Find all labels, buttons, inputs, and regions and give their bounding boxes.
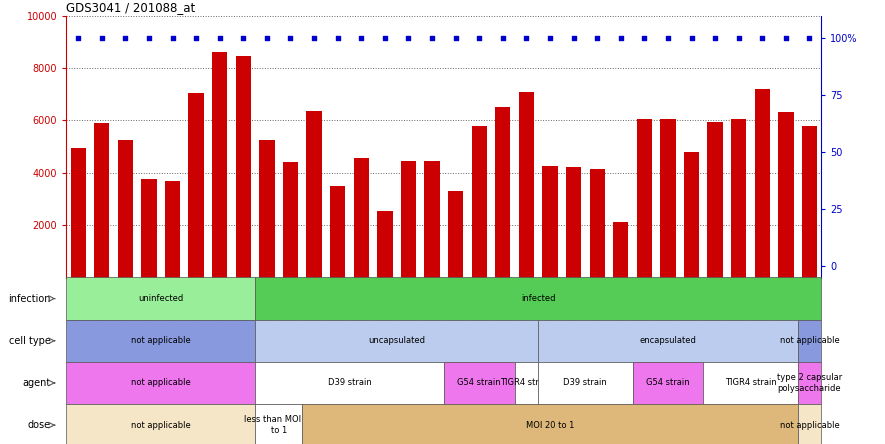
Bar: [283, 162, 298, 278]
Bar: [377, 211, 393, 278]
Point: [803, 35, 817, 42]
Text: type 2 capsular
polysaccharide: type 2 capsular polysaccharide: [777, 373, 843, 392]
Bar: [71, 148, 86, 278]
Text: not applicable: not applicable: [780, 420, 839, 430]
Bar: [354, 159, 369, 278]
Bar: [425, 161, 440, 278]
Point: [708, 35, 722, 42]
Point: [189, 35, 204, 42]
Point: [119, 35, 133, 42]
Text: cell type: cell type: [9, 336, 50, 346]
Point: [354, 35, 368, 42]
Point: [378, 35, 392, 42]
Text: uninfected: uninfected: [138, 294, 183, 303]
Bar: [755, 89, 770, 278]
Bar: [401, 161, 416, 278]
Text: GDS3041 / 201088_at: GDS3041 / 201088_at: [66, 1, 196, 14]
Point: [165, 35, 180, 42]
Bar: [543, 166, 558, 278]
Text: agent: agent: [22, 378, 50, 388]
Bar: [212, 52, 227, 278]
Bar: [636, 119, 652, 278]
Point: [71, 35, 85, 42]
Point: [307, 35, 321, 42]
Point: [236, 35, 250, 42]
Text: less than MOI 20
to 1: less than MOI 20 to 1: [243, 416, 314, 435]
Point: [283, 35, 297, 42]
Text: TIGR4 strain: TIGR4 strain: [501, 378, 552, 388]
Text: MOI 20 to 1: MOI 20 to 1: [526, 420, 574, 430]
Bar: [472, 126, 487, 278]
Bar: [235, 56, 251, 278]
Point: [449, 35, 463, 42]
Text: dose: dose: [27, 420, 50, 430]
Point: [212, 35, 227, 42]
Point: [637, 35, 651, 42]
Text: infected: infected: [521, 294, 556, 303]
Text: G54 strain: G54 strain: [646, 378, 689, 388]
Bar: [519, 91, 534, 278]
Bar: [660, 119, 675, 278]
Bar: [802, 126, 817, 278]
Bar: [94, 123, 110, 278]
Text: TIGR4 strain: TIGR4 strain: [725, 378, 776, 388]
Bar: [684, 152, 699, 278]
Bar: [448, 191, 463, 278]
Text: encapsulated: encapsulated: [640, 336, 696, 345]
Point: [613, 35, 627, 42]
Bar: [142, 179, 157, 278]
Point: [543, 35, 557, 42]
Text: G54 strain: G54 strain: [458, 378, 501, 388]
Point: [755, 35, 769, 42]
Point: [260, 35, 274, 42]
Bar: [118, 140, 133, 278]
Text: D39 strain: D39 strain: [327, 378, 372, 388]
Text: uncapsulated: uncapsulated: [368, 336, 425, 345]
Point: [496, 35, 510, 42]
Bar: [566, 167, 581, 278]
Point: [732, 35, 746, 42]
Bar: [778, 112, 794, 278]
Point: [472, 35, 486, 42]
Point: [519, 35, 534, 42]
Text: infection: infection: [8, 293, 50, 304]
Text: not applicable: not applicable: [131, 378, 190, 388]
Point: [566, 35, 581, 42]
Bar: [189, 93, 204, 278]
Bar: [613, 222, 628, 278]
Point: [661, 35, 675, 42]
Bar: [731, 119, 746, 278]
Bar: [330, 186, 345, 278]
Point: [142, 35, 156, 42]
Bar: [495, 107, 511, 278]
Point: [684, 35, 698, 42]
Point: [779, 35, 793, 42]
Bar: [165, 181, 181, 278]
Text: D39 strain: D39 strain: [564, 378, 607, 388]
Bar: [306, 111, 322, 278]
Text: not applicable: not applicable: [131, 336, 190, 345]
Bar: [707, 122, 723, 278]
Point: [331, 35, 345, 42]
Bar: [589, 169, 604, 278]
Point: [590, 35, 604, 42]
Text: not applicable: not applicable: [780, 336, 839, 345]
Point: [95, 35, 109, 42]
Bar: [259, 140, 274, 278]
Text: not applicable: not applicable: [131, 420, 190, 430]
Point: [425, 35, 439, 42]
Point: [402, 35, 416, 42]
